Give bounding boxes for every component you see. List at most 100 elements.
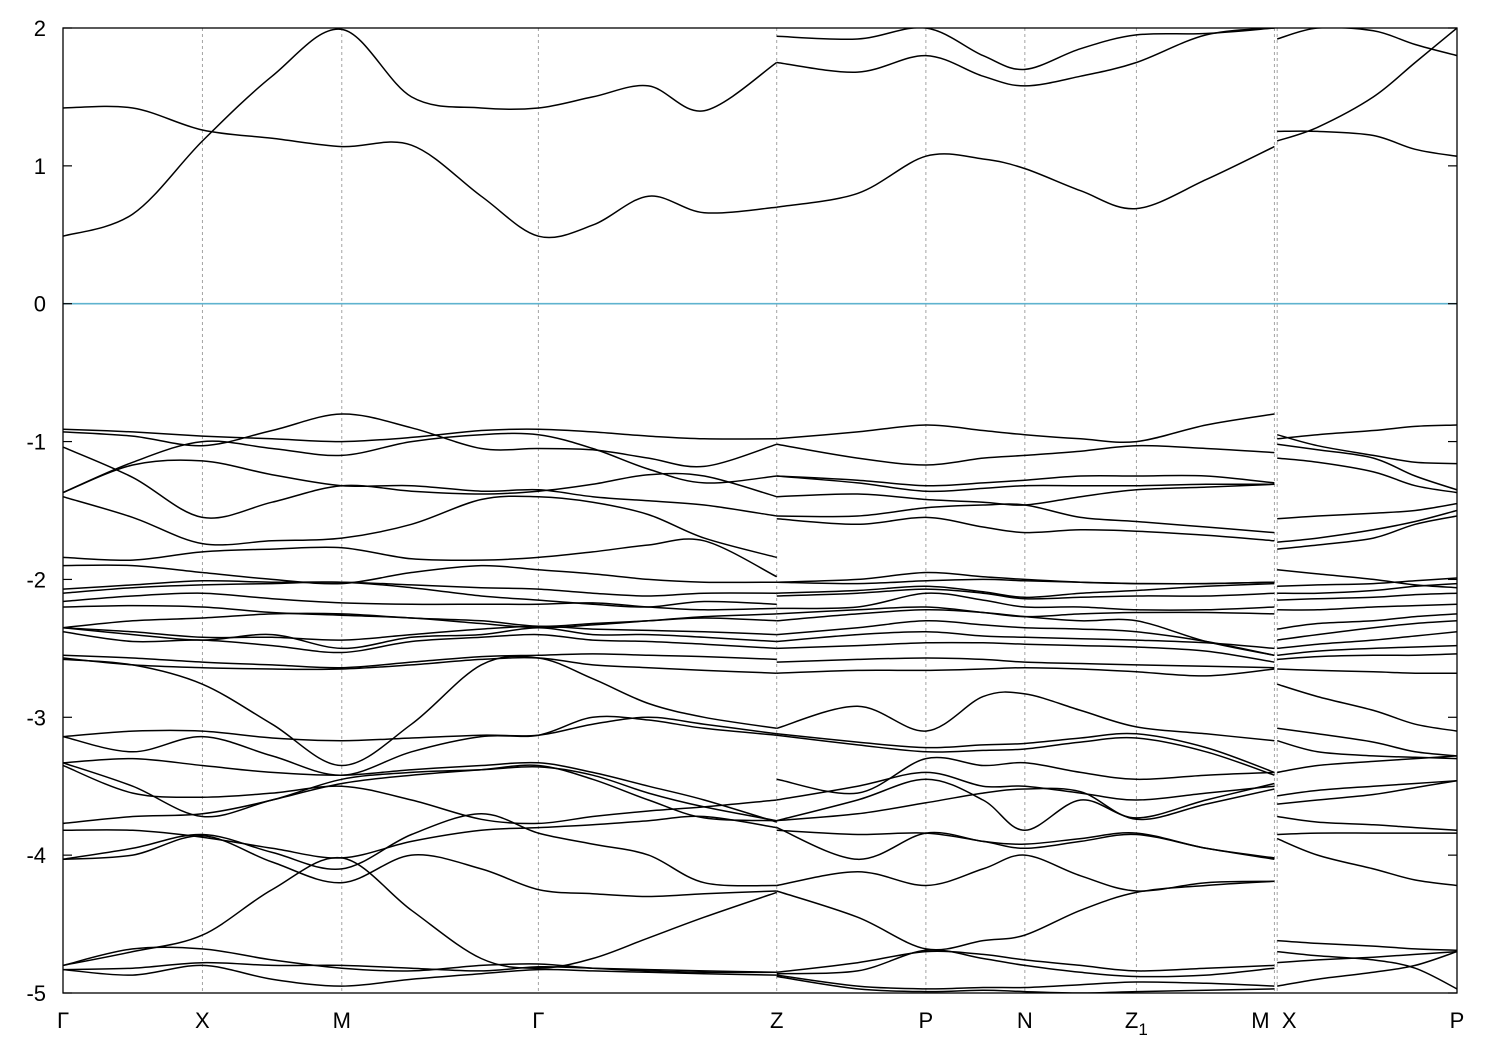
x-tick-label: P: [1450, 1008, 1465, 1033]
band-line: [63, 762, 777, 822]
band-line: [63, 656, 777, 674]
band-line: [776, 950, 1275, 974]
band-line: [1277, 424, 1457, 440]
y-tick-label: -4: [26, 843, 46, 868]
kpoint-gridlines: [201, 28, 1278, 993]
band-line: [776, 854, 1275, 892]
band-line: [776, 503, 1275, 534]
x-tick-label: Z1: [1125, 1008, 1148, 1039]
band-line: [776, 588, 1275, 600]
band-line: [1276, 837, 1457, 887]
x-axis: Γ X M Γ Z P N Z1 M X P: [57, 1008, 1464, 1039]
band-line: [63, 428, 777, 443]
band-line: [63, 579, 777, 597]
band-line: [63, 432, 777, 494]
band-line: [1277, 603, 1457, 611]
band-line: [1277, 613, 1457, 630]
band-line: [1277, 832, 1457, 836]
band-line: [776, 582, 1275, 599]
band-line: [776, 829, 1275, 861]
band-line: [1277, 950, 1457, 964]
band-line: [63, 413, 777, 468]
band-line: [63, 495, 777, 559]
band-line: [1277, 779, 1457, 805]
band-line: [776, 443, 1275, 466]
band-line: [776, 516, 1275, 542]
band-line: [1277, 779, 1457, 797]
band-line: [63, 716, 777, 742]
band-line: [63, 459, 777, 517]
band-line: [776, 974, 1275, 990]
band-line: [776, 475, 1275, 493]
band-line: [776, 606, 1275, 618]
band-line: [63, 612, 777, 629]
band-line: [776, 578, 1275, 585]
band-line: [776, 787, 1275, 822]
y-tick-label: 1: [34, 154, 46, 179]
band-line: [63, 592, 777, 611]
band-line: [1277, 631, 1457, 650]
band-line: [776, 756, 1275, 795]
band-line: [63, 757, 777, 823]
band-line: [1277, 515, 1457, 550]
band-line: [63, 856, 777, 969]
x-tick-label: X: [195, 1008, 210, 1033]
band-line: [776, 641, 1275, 663]
x-tick-label: X: [1282, 1008, 1297, 1033]
band-line: [776, 732, 1275, 774]
band-line: [776, 734, 1275, 776]
band-line: [776, 609, 1275, 657]
band-line: [1277, 939, 1457, 952]
band-line: [63, 813, 777, 887]
band-line: [63, 765, 777, 825]
band-line: [63, 28, 778, 237]
x-tick-label: Z: [770, 1008, 783, 1033]
band-line: [63, 835, 777, 898]
x-tick-label: P: [919, 1008, 934, 1033]
band-line: [776, 592, 1275, 611]
band-line: [1277, 502, 1457, 520]
band-line: [1277, 582, 1457, 595]
band-line: [1277, 509, 1457, 543]
band-line: [776, 666, 1275, 677]
band-line: [776, 771, 1275, 801]
y-tick-label: -3: [26, 705, 46, 730]
band-line: [1277, 755, 1457, 774]
x-tick-label: Γ: [57, 1008, 69, 1033]
band-line: [776, 571, 1275, 585]
band-line: [776, 778, 1275, 832]
band-line: [776, 483, 1275, 506]
band-line: [1277, 950, 1457, 987]
band-line: [63, 961, 777, 974]
band-line: [63, 446, 777, 519]
band-line: [63, 538, 778, 578]
band-line: [1277, 727, 1457, 757]
band-line: [776, 620, 1275, 657]
band-line: [63, 564, 777, 585]
x-tick-label: M: [1251, 1008, 1269, 1033]
band-line: [63, 631, 777, 654]
band-line: [776, 474, 1275, 487]
band-line: [63, 655, 777, 767]
band-line: [776, 657, 1275, 669]
band-line: [63, 764, 777, 825]
band-line: [1277, 443, 1457, 491]
band-line: [776, 28, 1275, 87]
band-line: [1277, 815, 1457, 832]
band-line: [63, 105, 777, 239]
y-tick-label: -5: [26, 981, 46, 1006]
band-line: [1277, 950, 1457, 990]
band-line: [1276, 28, 1457, 142]
y-axis: 2 1 0 -1 -2 -3 -4 -5: [26, 16, 1457, 1006]
band-line: [776, 631, 1275, 650]
y-tick-label: -1: [26, 430, 46, 455]
band-line: [776, 880, 1275, 951]
x-tick-label: Γ: [532, 1008, 544, 1033]
band-line: [1277, 577, 1457, 588]
y-tick-label: 0: [34, 292, 46, 317]
band-line: [63, 625, 777, 641]
band-line: [1277, 644, 1457, 657]
band-line: [63, 964, 777, 987]
band-line: [776, 691, 1275, 742]
